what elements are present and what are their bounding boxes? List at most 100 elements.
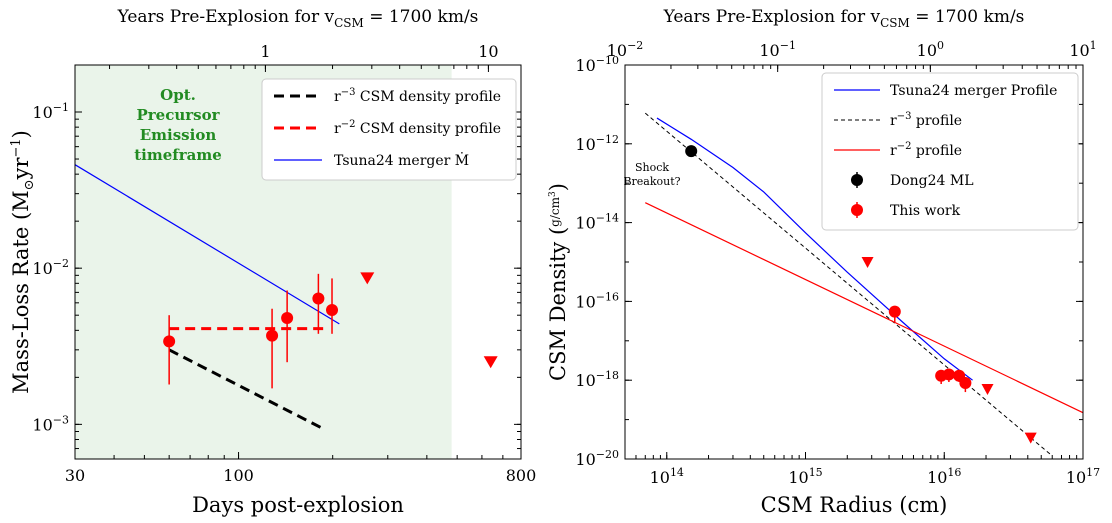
x-tick-label-base: 10	[1066, 468, 1086, 487]
upper-limit-marker	[981, 383, 994, 395]
top-tick-label-exp: −1	[780, 39, 796, 52]
y-axis-label-main: Mass-Loss Rate (M	[9, 190, 33, 394]
y-tick-label-base: 10	[575, 56, 595, 75]
x-tick-label-exp: 15	[809, 466, 823, 479]
upper-limit-marker	[1024, 432, 1037, 444]
precursor-annotation-line: Precursor	[136, 106, 220, 124]
top-axis-title-suffix: = 1700 km/s	[910, 7, 1025, 27]
legend-label: r	[334, 121, 341, 137]
top-axis-title-suffix: = 1700 km/s	[364, 7, 479, 27]
legend-box	[261, 78, 517, 181]
y-tick-label-exp: −16	[596, 290, 619, 303]
y-tick-label: 10−1	[32, 101, 69, 122]
top-tick-label: 10−2	[607, 39, 644, 60]
series-line-1	[644, 112, 1053, 457]
top-tick-label: 101	[1069, 39, 1096, 60]
legend-entry: r−3 profile	[890, 111, 962, 129]
y-tick-label: 10−14	[575, 212, 619, 233]
y-tick-label-exp: −12	[596, 133, 619, 146]
top-axis-title-sub: CSM	[880, 16, 910, 30]
data-point	[266, 329, 279, 342]
x-tick-label-exp: 16	[947, 466, 961, 479]
precursor-annotation-line: timeframe	[134, 146, 222, 164]
top-tick-label-base: 10	[607, 41, 627, 60]
data-point	[888, 305, 901, 318]
top-axis-title: Years Pre-Explosion for vCSM = 1700 km/s	[117, 7, 479, 30]
top-tick-label-exp: 1	[1090, 39, 1097, 52]
x-tick-label: 1014	[650, 466, 684, 487]
data-point	[959, 376, 972, 389]
series-line-0	[168, 348, 327, 432]
y-tick-label-exp: −10	[596, 54, 619, 67]
y-axis-label-den-exp: 3	[548, 191, 558, 197]
y-axis-label-suffix: yr	[9, 157, 33, 181]
y-tick-label-base: 10	[32, 259, 52, 278]
top-axis-title: Years Pre-Explosion for vCSM = 1700 km/s	[663, 7, 1025, 30]
top-tick-label: 100	[917, 39, 944, 60]
legend-box	[821, 72, 1079, 231]
upper-limit-marker	[360, 272, 375, 285]
legend-rest: CSM density profile	[355, 121, 501, 137]
data-point	[942, 368, 955, 381]
y-tick-label-base: 10	[575, 292, 595, 311]
y-tick-label: 10−3	[32, 413, 69, 434]
y-tick-label-exp: −2	[53, 257, 69, 270]
legend-label: r	[334, 89, 341, 105]
x-axis-label: CSM Radius (cm)	[761, 493, 948, 517]
precursor-annotation-line: Opt.	[160, 86, 196, 104]
top-axis-title-main: Years Pre-Explosion for v	[117, 7, 335, 27]
legend-label: This work	[890, 203, 961, 219]
top-tick-label: 1	[260, 42, 270, 61]
y-axis-label: Mass-Loss Rate (M⊙yr−1)	[9, 130, 37, 394]
x-tick-label-base: 10	[788, 468, 808, 487]
y-tick-label: 10−16	[575, 290, 619, 311]
y-tick-label-exp: −14	[596, 212, 619, 225]
x-tick-label: 30	[65, 466, 85, 485]
legend-entry: Tsuna24 merger Profile	[890, 83, 1057, 99]
top-tick-label-exp: 0	[937, 39, 944, 52]
x-axis-label: Days post-explosion	[192, 493, 404, 517]
top-tick-label: 10−1	[759, 39, 796, 60]
y-axis-label-close: )	[546, 183, 570, 191]
y-tick-label-base: 10	[575, 371, 595, 390]
legend-rest: profile	[911, 113, 962, 129]
sun-symbol: ⊙	[22, 179, 37, 190]
legend-label: Tsuna24 merger Ṁ	[334, 151, 469, 169]
y-axis-label-slash: /	[548, 214, 562, 219]
legend-entry: This work	[890, 203, 961, 219]
legend-exp: −3	[897, 111, 912, 122]
x-tick-label-base: 10	[927, 468, 947, 487]
legend-entry: r−3 CSM density profile	[334, 87, 501, 105]
x-tick-label: 1016	[927, 466, 961, 487]
y-axis-label-main: CSM Density (	[546, 227, 570, 381]
y-tick-label: 10−2	[32, 257, 69, 278]
x-tick-label: 1017	[1066, 466, 1100, 487]
y-tick-label: 10−12	[575, 133, 619, 154]
upper-limit-marker	[483, 356, 498, 369]
y-tick-label-exp: −3	[53, 413, 69, 426]
x-tick-label-exp: 14	[670, 466, 684, 479]
top-tick-label: 10	[478, 42, 498, 61]
legend-exp: −2	[897, 141, 912, 152]
x-tick-label-exp: 17	[1086, 466, 1100, 479]
legend-rest: profile	[911, 143, 962, 159]
data-point	[326, 303, 339, 316]
x-tick-label-base: 10	[650, 468, 670, 487]
y-tick-label-exp: −20	[596, 448, 619, 461]
y-tick-label: 10−10	[575, 54, 619, 75]
series-line-2	[74, 164, 340, 325]
y-tick-label-base: 10	[575, 135, 595, 154]
y-axis-label-num: g	[548, 219, 562, 227]
y-tick-label: 10−20	[575, 448, 619, 469]
legend-label: Dong24 ML	[890, 173, 974, 189]
legend-rest: CSM density profile	[355, 89, 501, 105]
data-point	[312, 292, 325, 305]
panel-mass-loss: Opt. Precursor Emission timeframe 30 100 800 10…	[9, 7, 536, 517]
top-tick-label-base: 10	[1069, 41, 1089, 60]
y-tick-label-exp: −18	[596, 369, 619, 382]
legend-exp: −3	[341, 87, 356, 98]
series-line-0	[656, 117, 973, 381]
top-tick-label-base: 10	[759, 41, 779, 60]
